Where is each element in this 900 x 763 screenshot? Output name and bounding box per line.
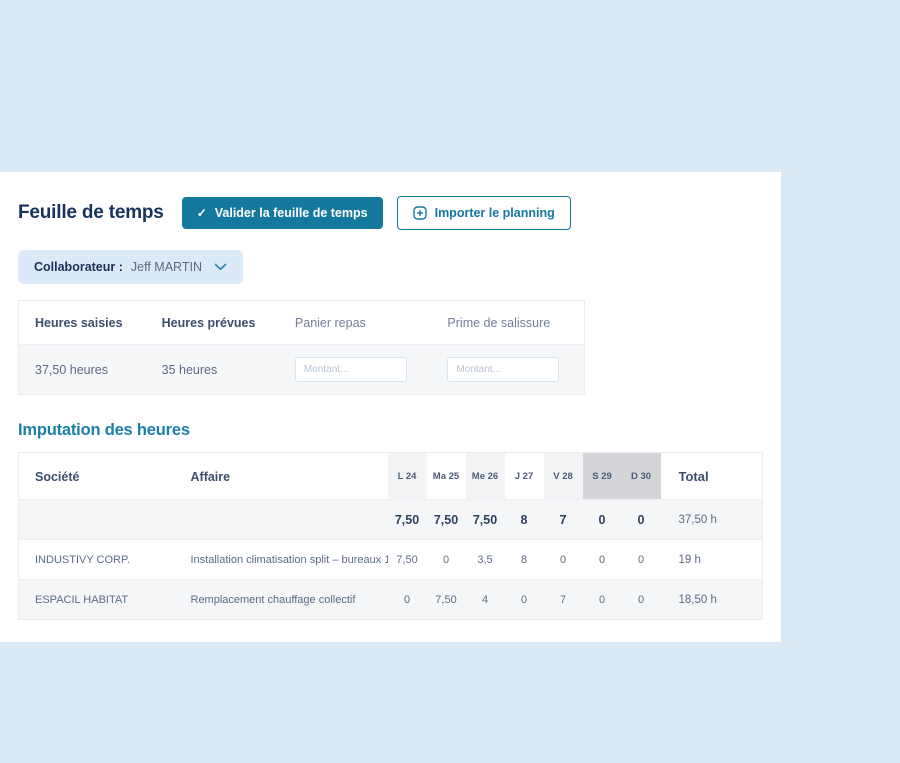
hours-entered-value: 37,50 heures (18, 344, 146, 395)
hours-tue: 7,50 (435, 593, 457, 606)
hours-mon: 7,50 (396, 553, 418, 566)
timesheet-card: Feuille de temps ✓ Valider la feuille de… (0, 172, 781, 642)
company-name: INDUSTIVY CORP. (35, 553, 130, 566)
hours-mon: 0 (403, 593, 411, 606)
col-day-fri: V 28 (543, 452, 583, 500)
total-mon: 7,50 (394, 512, 420, 527)
project-name: Remplacement chauffage collectif (190, 593, 356, 606)
total-wed: 7,50 (472, 512, 498, 527)
col-day-thu: J 27 (514, 471, 534, 482)
project-row: ESPACIL HABITAT Remplacement chauffage c… (18, 579, 763, 620)
col-day-tue: Ma 25 (432, 471, 460, 482)
hours-header-row: Société Affaire L 24 Ma 25 Me 26 J 27 V … (19, 452, 763, 500)
col-day-mon: L 24 (387, 452, 427, 500)
validate-button-label: Valider la feuille de temps (214, 206, 368, 220)
hours-sat: 0 (598, 553, 606, 566)
empty-company-cell (19, 500, 175, 540)
validate-timesheet-button[interactable]: ✓ Valider la feuille de temps (181, 197, 383, 229)
total-thu: 8 (520, 512, 528, 527)
total-fri: 7 (559, 512, 567, 527)
company-name: ESPACIL HABITAT (35, 593, 129, 606)
dirt-bonus-amount-input[interactable] (447, 357, 560, 382)
total-tue: 7,50 (433, 512, 459, 527)
hours-thu: 0 (520, 593, 528, 606)
col-project: Affaire (190, 469, 231, 484)
import-planning-button[interactable]: Importer le planning (396, 196, 571, 230)
import-icon (412, 206, 427, 220)
col-day-sun: D 30 (621, 452, 661, 500)
hours-wed: 4 (481, 593, 489, 606)
hours-imputation-table: Société Affaire L 24 Ma 25 Me 26 J 27 V … (18, 452, 763, 620)
summary-col-meal-basket: Panier repas (278, 300, 432, 345)
hours-sun: 0 (637, 593, 645, 606)
page-title: Feuille de temps (18, 202, 164, 223)
hours-fri: 7 (559, 593, 567, 606)
check-icon: ✓ (196, 206, 207, 220)
header-row: Feuille de temps ✓ Valider la feuille de… (18, 196, 763, 230)
col-company: Société (35, 469, 80, 484)
summary-values-row: 37,50 heures 35 heures (18, 344, 585, 395)
chevron-down-icon (214, 263, 227, 271)
collaborator-value: Jeff MARTIN (130, 260, 202, 274)
import-button-label: Importer le planning (434, 206, 555, 220)
summary-col-hours-entered: Heures saisies (18, 300, 146, 345)
project-row: INDUSTIVY CORP. Installation climatisati… (18, 539, 763, 580)
collaborator-dropdown[interactable]: Collaborateur : Jeff MARTIN (18, 250, 243, 284)
total-sun: 0 (637, 512, 645, 527)
imputation-section-title: Imputation des heures (18, 421, 190, 439)
hours-sun: 0 (637, 553, 645, 566)
daily-totals-row: 7,50 7,50 7,50 8 7 0 0 37,50 h (18, 499, 763, 540)
meal-basket-amount-input[interactable] (294, 357, 407, 382)
total-sat: 0 (598, 512, 606, 527)
week-grand-total: 37,50 h (678, 513, 717, 526)
hours-planned-value: 35 heures (145, 344, 279, 395)
project-name: Installation climatisation split – burea… (190, 553, 388, 566)
summary-col-hours-planned: Heures prévues (145, 300, 279, 345)
hours-sat: 0 (598, 593, 606, 606)
summary-col-dirt-bonus: Prime de salissure (431, 300, 585, 345)
row-total: 19 h (678, 553, 701, 566)
hours-fri: 0 (559, 553, 567, 566)
row-total: 18,50 h (678, 593, 717, 606)
col-day-sat: S 29 (582, 452, 622, 500)
collaborator-label: Collaborateur : (34, 260, 123, 274)
hours-thu: 8 (520, 553, 528, 566)
empty-project-cell (175, 500, 388, 540)
hours-tue: 0 (442, 553, 450, 566)
col-total: Total (678, 469, 709, 484)
summary-table: Heures saisies Heures prévues Panier rep… (18, 300, 585, 395)
summary-header-row: Heures saisies Heures prévues Panier rep… (18, 300, 585, 345)
col-day-wed: Me 26 (465, 452, 505, 500)
hours-wed: 3,5 (477, 553, 493, 566)
